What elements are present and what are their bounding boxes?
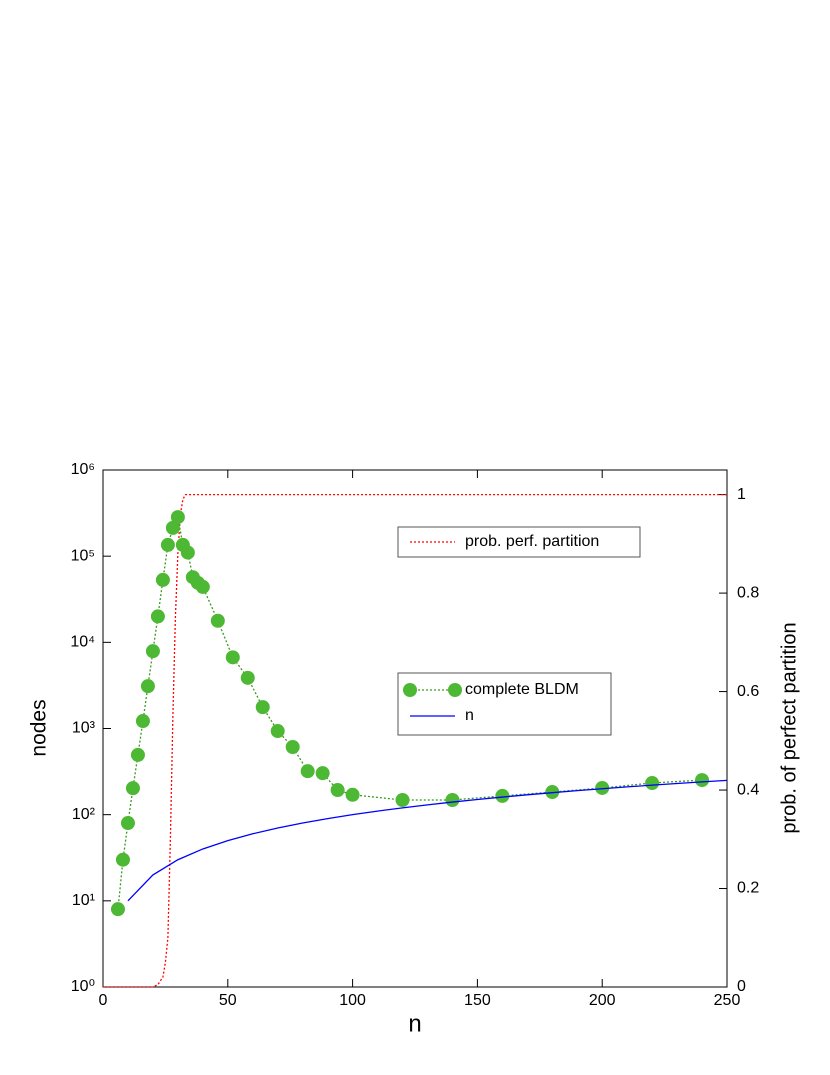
y-tick-label: 10⁵ — [71, 547, 95, 564]
data-point — [150, 609, 165, 624]
data-point — [145, 644, 160, 659]
y2-tick-label: 0 — [737, 978, 746, 995]
x-tick-label: 250 — [714, 992, 741, 1009]
data-point — [180, 545, 195, 560]
data-point — [165, 520, 180, 535]
y2-tick-label: 0.6 — [737, 683, 759, 700]
legend-label: complete BLDM — [465, 681, 579, 698]
x-axis-label: n — [408, 1010, 421, 1037]
data-point — [315, 766, 330, 781]
y2-tick-label: 0.4 — [737, 781, 759, 798]
legend-marker — [403, 683, 417, 697]
y2-tick-label: 0.2 — [737, 880, 759, 897]
legend-label: n — [465, 707, 474, 724]
data-point — [445, 792, 460, 807]
legend-label: prob. perf. partition — [465, 533, 599, 550]
data-point — [170, 510, 185, 525]
data-point — [270, 724, 285, 739]
data-point — [115, 852, 130, 867]
y-tick-label: 10³ — [72, 720, 96, 737]
data-point — [120, 816, 135, 831]
data-point — [285, 739, 300, 754]
y2-axis-label: prob. of perfect partition — [778, 622, 800, 833]
y-tick-label: 10⁴ — [70, 634, 95, 651]
x-tick-label: 200 — [589, 992, 616, 1009]
data-point — [210, 613, 225, 628]
data-point — [140, 679, 155, 694]
data-point — [595, 780, 610, 795]
data-point — [155, 572, 170, 587]
y-tick-label: 10⁶ — [71, 461, 95, 478]
legend-box — [397, 672, 612, 736]
data-point — [255, 700, 270, 715]
data-point — [645, 776, 660, 791]
y-tick-label: 10² — [72, 806, 96, 823]
data-point — [330, 783, 345, 798]
series-line — [103, 493, 727, 988]
data-point — [495, 788, 510, 803]
y2-tick-label: 0.8 — [737, 584, 759, 601]
legend-marker — [448, 683, 462, 697]
y-tick-label: 10¹ — [72, 892, 95, 909]
y2-tick-label: 1 — [737, 486, 746, 503]
data-point — [135, 714, 150, 729]
data-point — [110, 902, 125, 917]
data-point — [240, 670, 255, 685]
data-point — [395, 792, 410, 807]
data-point — [160, 537, 175, 552]
x-tick-label: 50 — [219, 992, 237, 1009]
data-point — [130, 747, 145, 762]
data-point — [225, 650, 240, 665]
data-point — [345, 787, 360, 802]
y-tick-label: 10⁰ — [71, 978, 95, 995]
series-line — [127, 779, 728, 902]
x-tick-label: 150 — [464, 992, 491, 1009]
data-point — [195, 579, 210, 594]
data-point — [695, 773, 710, 788]
x-tick-label: 100 — [339, 992, 366, 1009]
x-tick-label: 0 — [99, 992, 108, 1009]
y-axis-label: nodes — [28, 699, 51, 756]
data-point — [125, 781, 140, 796]
data-point — [300, 764, 315, 779]
